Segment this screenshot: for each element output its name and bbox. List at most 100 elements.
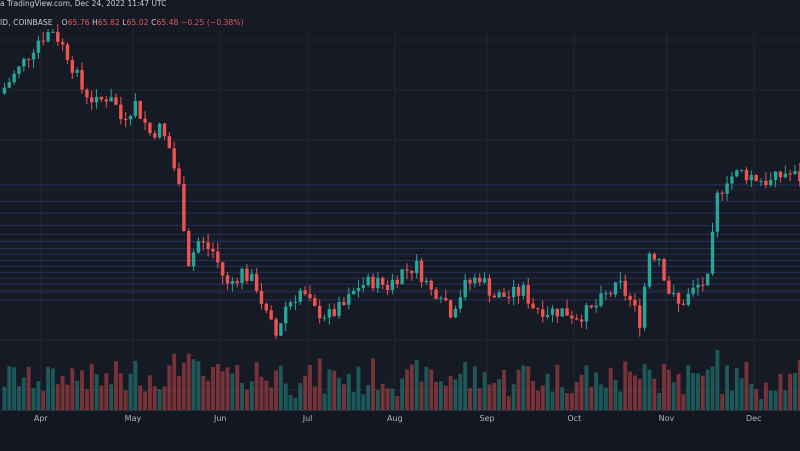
candle-body (123, 119, 128, 121)
volume-bar (346, 373, 351, 410)
volume-bar (46, 366, 51, 410)
candle-body (744, 169, 749, 181)
candle-body (667, 280, 671, 294)
candle-body (788, 173, 792, 175)
candle-body (162, 123, 167, 137)
volume-bar (94, 374, 99, 410)
volume-bar (361, 394, 366, 410)
volume-bar (783, 390, 788, 410)
candle-body (390, 279, 395, 291)
candle-body (196, 241, 201, 253)
candle-body (395, 279, 399, 285)
volume-bar (118, 373, 123, 410)
volume-bar (84, 389, 89, 410)
time-axis-tick-label: Apr (33, 414, 48, 423)
volume-bar (754, 389, 759, 410)
candle-body (75, 70, 79, 73)
volume-bar (2, 386, 7, 410)
volume-bar (89, 363, 94, 410)
volume-bar (17, 386, 21, 410)
volume-bar (710, 366, 715, 410)
volume-bar (293, 397, 298, 410)
candle-body (725, 183, 729, 194)
volume-bar (75, 380, 80, 410)
volume-bar (104, 373, 109, 410)
candle-body (133, 101, 138, 116)
volume-bar (608, 367, 613, 410)
candle-body (167, 136, 172, 149)
volume-bar (21, 377, 26, 410)
volume-bar (220, 371, 225, 410)
candle-body (12, 73, 16, 83)
volume-bar (99, 385, 104, 410)
time-axis[interactable] (0, 410, 800, 451)
volume-bar (143, 391, 148, 410)
candle-body (172, 148, 176, 169)
volume-bar (191, 359, 196, 410)
candle-body (182, 183, 186, 232)
volume-bar (327, 369, 332, 410)
candle-body (211, 248, 215, 252)
ohlc-high-value: 65.82 (97, 18, 120, 27)
volume-bar (31, 388, 36, 410)
volume-bar (652, 378, 657, 410)
candle-body (356, 287, 361, 291)
candle-body (749, 175, 754, 181)
volume-bar (322, 393, 327, 410)
candle-body (414, 260, 419, 274)
candle-body (715, 192, 720, 232)
volume-bar (763, 382, 768, 410)
volume-bar (686, 365, 691, 410)
volume-bar (36, 381, 41, 410)
volume-bar (26, 366, 31, 410)
volume-bar (463, 362, 468, 410)
volume-bar (550, 391, 555, 410)
volume-bar (337, 377, 342, 410)
candle-body (235, 281, 239, 284)
volume-bar (274, 370, 278, 410)
candle-body (434, 289, 438, 299)
volume-bar (516, 369, 521, 410)
volume-bar (506, 396, 511, 410)
candle-body (230, 281, 235, 284)
volume-bar (332, 370, 337, 410)
volume-bar (642, 364, 647, 410)
volume-bar (225, 367, 230, 410)
candle-body (764, 180, 768, 186)
candle-body (376, 277, 380, 289)
candle-body (550, 308, 555, 315)
volume-bar (797, 360, 800, 410)
candle-body (51, 31, 55, 33)
volume-bar (211, 367, 215, 410)
candle-body (36, 40, 41, 53)
volume-bar (230, 373, 235, 410)
candle-body (541, 309, 545, 317)
candle-body (657, 258, 661, 260)
volume-bar (438, 381, 443, 410)
candle-body (638, 305, 642, 328)
candle-body (482, 278, 487, 283)
volume-bar (366, 384, 371, 410)
volume-bar (7, 366, 12, 410)
volume-bar (720, 394, 725, 410)
candle-body (584, 305, 589, 322)
candle-body (327, 309, 332, 318)
volume-bar (264, 380, 269, 410)
volume-bar (244, 389, 249, 410)
candle-body (274, 319, 278, 336)
volume-bar (215, 363, 220, 410)
candle-body (293, 301, 298, 303)
candle-body (492, 295, 496, 298)
volume-bar (666, 369, 671, 410)
volume-bar (540, 385, 545, 410)
volume-bar (715, 350, 720, 410)
candle-body (507, 296, 511, 298)
volume-bar (657, 392, 662, 410)
candle-body (681, 303, 686, 305)
candle-body (628, 295, 632, 300)
candle-body (652, 253, 657, 260)
candle-body (303, 290, 307, 294)
candle-body (371, 276, 375, 289)
